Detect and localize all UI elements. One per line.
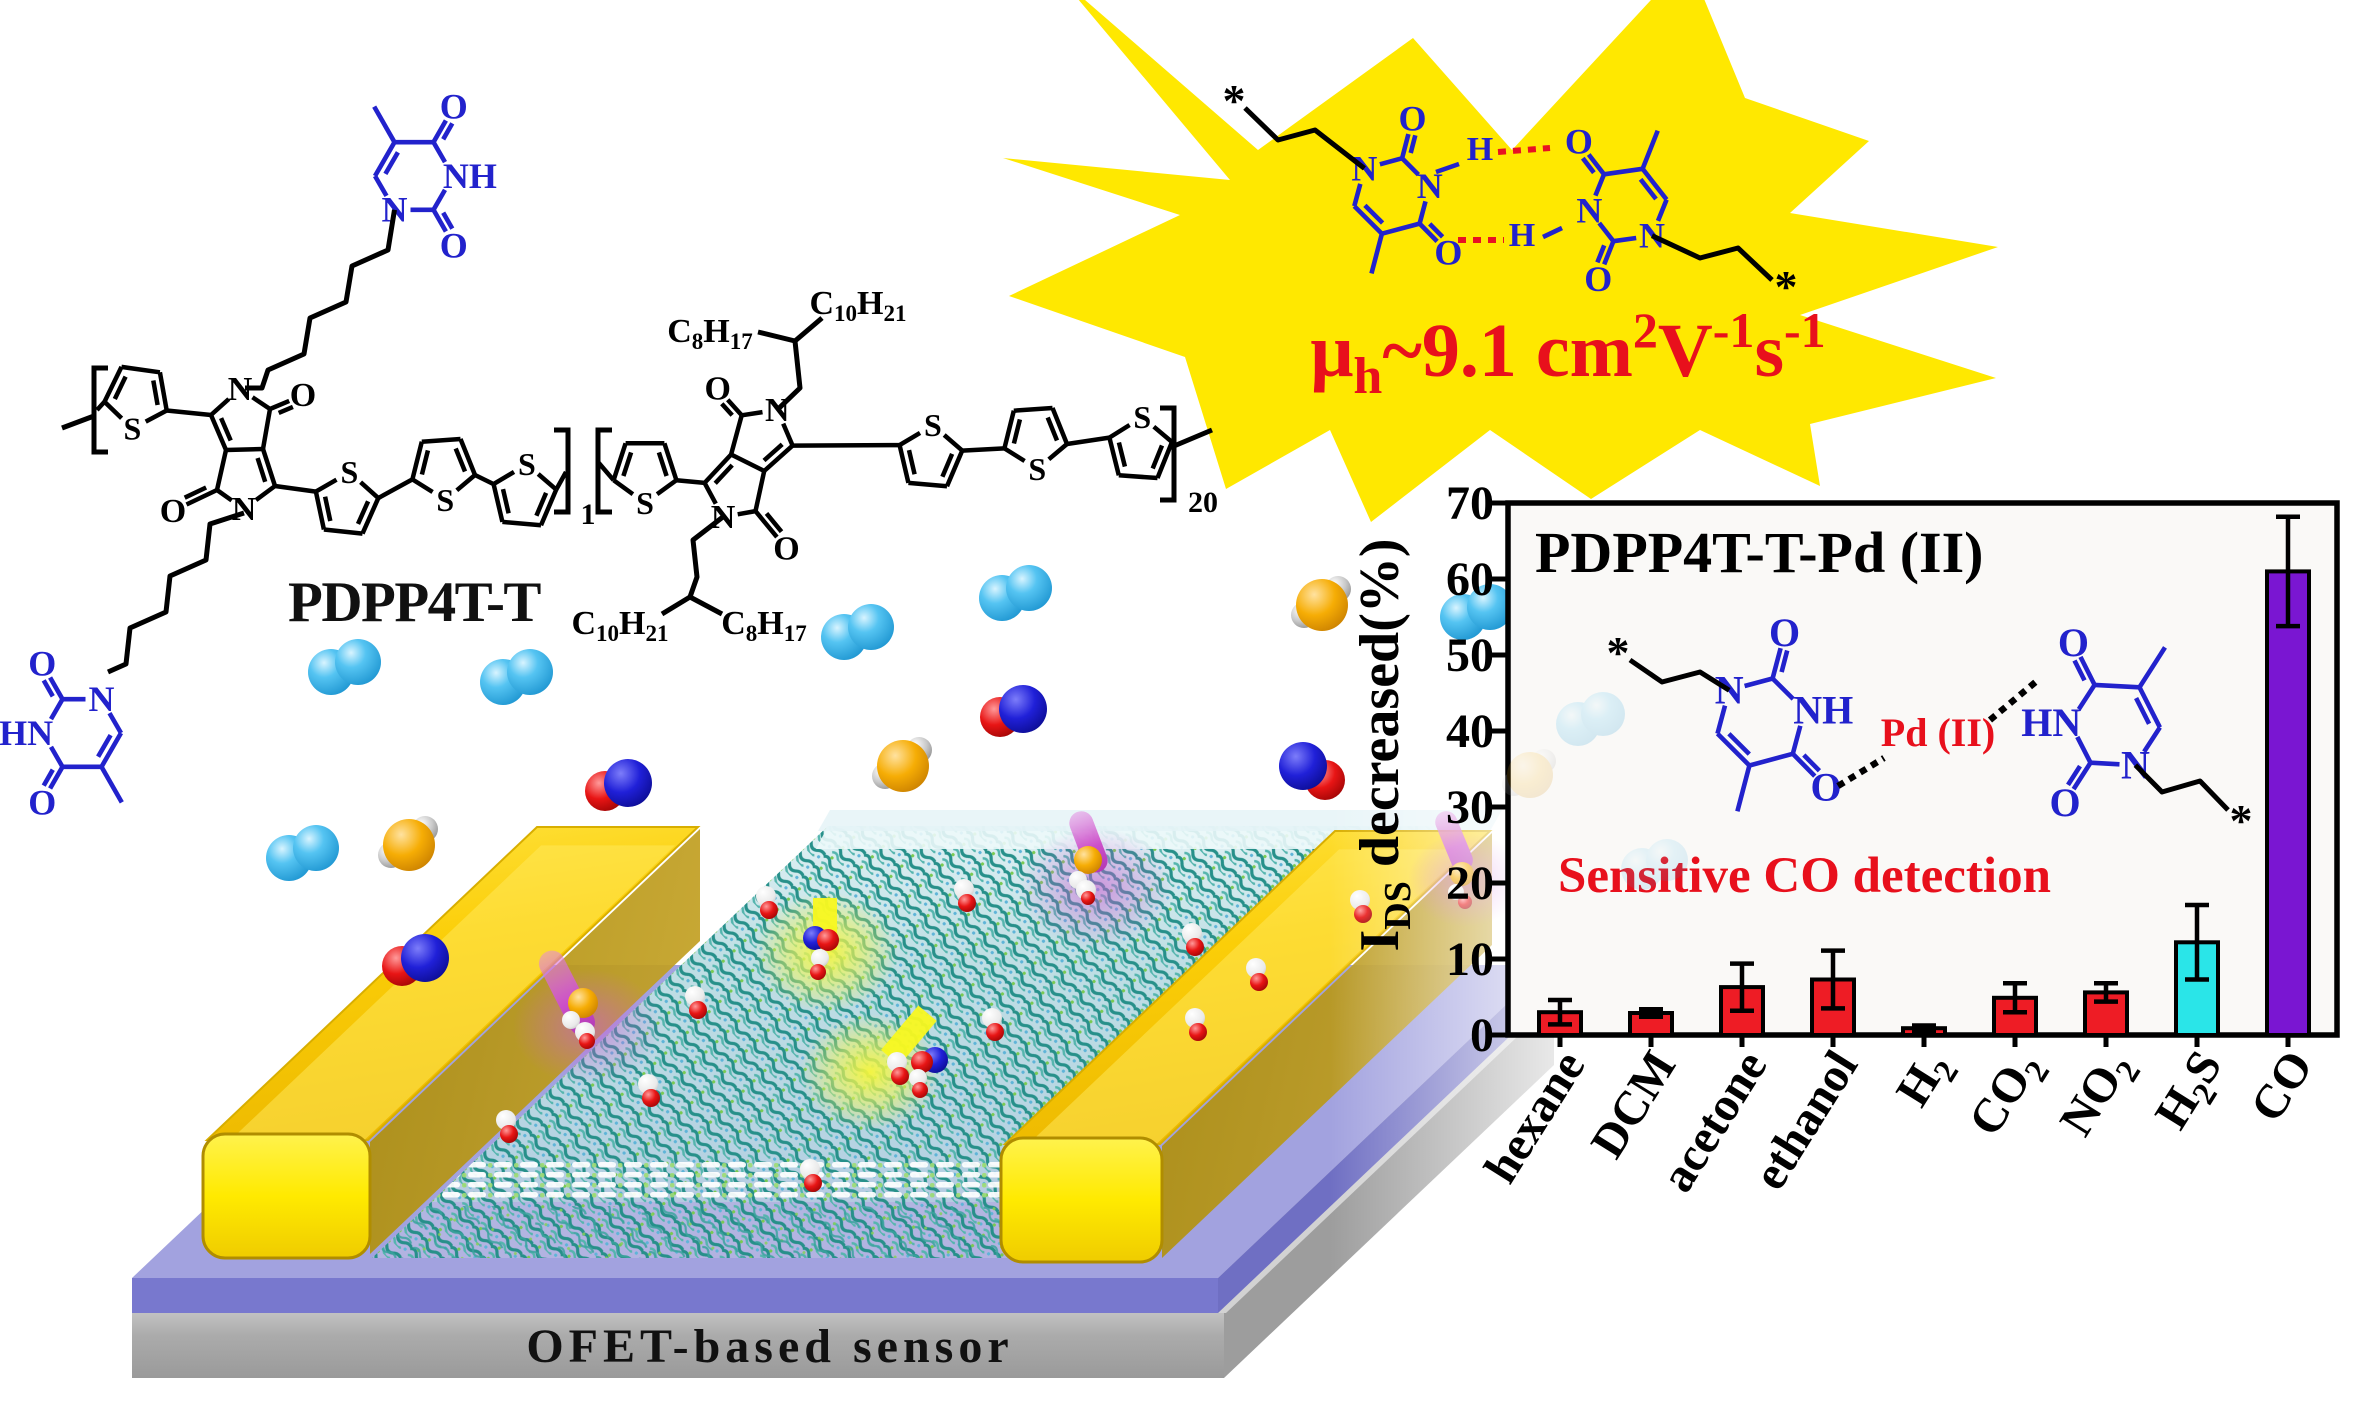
svg-text:O: O bbox=[290, 377, 316, 414]
svg-text:N: N bbox=[1576, 190, 1602, 230]
svg-text:O: O bbox=[440, 87, 468, 127]
svg-text:NH: NH bbox=[443, 156, 497, 196]
svg-text:C8H17: C8H17 bbox=[667, 313, 753, 354]
svg-text:S: S bbox=[636, 485, 654, 521]
svg-text:N: N bbox=[1639, 216, 1665, 256]
svg-text:S: S bbox=[436, 482, 454, 518]
svg-text:*: * bbox=[1607, 627, 1630, 678]
svg-text:PDPP4T-T-Pd (II): PDPP4T-T-Pd (II) bbox=[1535, 520, 1983, 585]
svg-text:N: N bbox=[232, 491, 257, 528]
svg-text:NH: NH bbox=[1793, 688, 1853, 733]
svg-text:C10H21: C10H21 bbox=[571, 605, 668, 646]
svg-text:O: O bbox=[1434, 233, 1462, 273]
svg-text:O: O bbox=[773, 531, 799, 568]
svg-text:50: 50 bbox=[1446, 629, 1494, 682]
svg-text:30: 30 bbox=[1446, 781, 1494, 834]
svg-text:*: * bbox=[2230, 795, 2253, 846]
svg-text:μh~9.1 cm2V-1s-1: μh~9.1 cm2V-1s-1 bbox=[1310, 302, 1825, 405]
svg-text:HN: HN bbox=[2021, 700, 2081, 745]
svg-text:PDPP4T-T: PDPP4T-T bbox=[288, 571, 541, 634]
svg-text:O: O bbox=[1769, 610, 1800, 655]
svg-text:20: 20 bbox=[1188, 486, 1218, 519]
svg-text:O: O bbox=[1584, 259, 1612, 299]
svg-text:H: H bbox=[1467, 131, 1493, 168]
svg-text:N: N bbox=[228, 371, 253, 408]
svg-text:H: H bbox=[1509, 217, 1535, 254]
svg-text:N: N bbox=[2121, 742, 2150, 787]
svg-text:O: O bbox=[440, 225, 468, 265]
svg-text:60: 60 bbox=[1446, 553, 1494, 606]
svg-text:70: 70 bbox=[1446, 477, 1494, 530]
svg-text:C8H17: C8H17 bbox=[721, 605, 807, 646]
svg-text:O: O bbox=[1398, 99, 1426, 139]
svg-text:O: O bbox=[2049, 780, 2080, 825]
svg-text:1: 1 bbox=[581, 498, 596, 531]
svg-text:S: S bbox=[1028, 451, 1046, 487]
svg-text:OFET-based sensor: OFET-based sensor bbox=[526, 1320, 1013, 1373]
svg-text:O: O bbox=[2058, 620, 2089, 665]
svg-text:20: 20 bbox=[1446, 857, 1494, 910]
svg-text:*: * bbox=[1775, 261, 1798, 312]
svg-text:O: O bbox=[160, 493, 186, 530]
svg-text:C10H21: C10H21 bbox=[809, 285, 906, 326]
svg-text:Pd (II): Pd (II) bbox=[1881, 710, 1995, 755]
svg-text:S: S bbox=[1133, 399, 1151, 435]
svg-text:*: * bbox=[1223, 75, 1246, 126]
svg-text:O: O bbox=[28, 644, 56, 684]
svg-text:N: N bbox=[89, 679, 115, 719]
svg-text:S: S bbox=[924, 407, 942, 443]
svg-text:N: N bbox=[765, 392, 790, 429]
svg-text:O: O bbox=[28, 782, 56, 822]
svg-text:O: O bbox=[1811, 765, 1842, 810]
svg-text:10: 10 bbox=[1446, 933, 1494, 986]
svg-text:0: 0 bbox=[1470, 1009, 1494, 1062]
svg-text:S: S bbox=[518, 446, 536, 482]
svg-text:40: 40 bbox=[1446, 705, 1494, 758]
svg-text:O: O bbox=[704, 371, 730, 408]
svg-text:O: O bbox=[1565, 122, 1593, 162]
svg-text:HN: HN bbox=[0, 713, 53, 753]
svg-text:S: S bbox=[124, 411, 142, 447]
svg-text:S: S bbox=[341, 454, 359, 490]
